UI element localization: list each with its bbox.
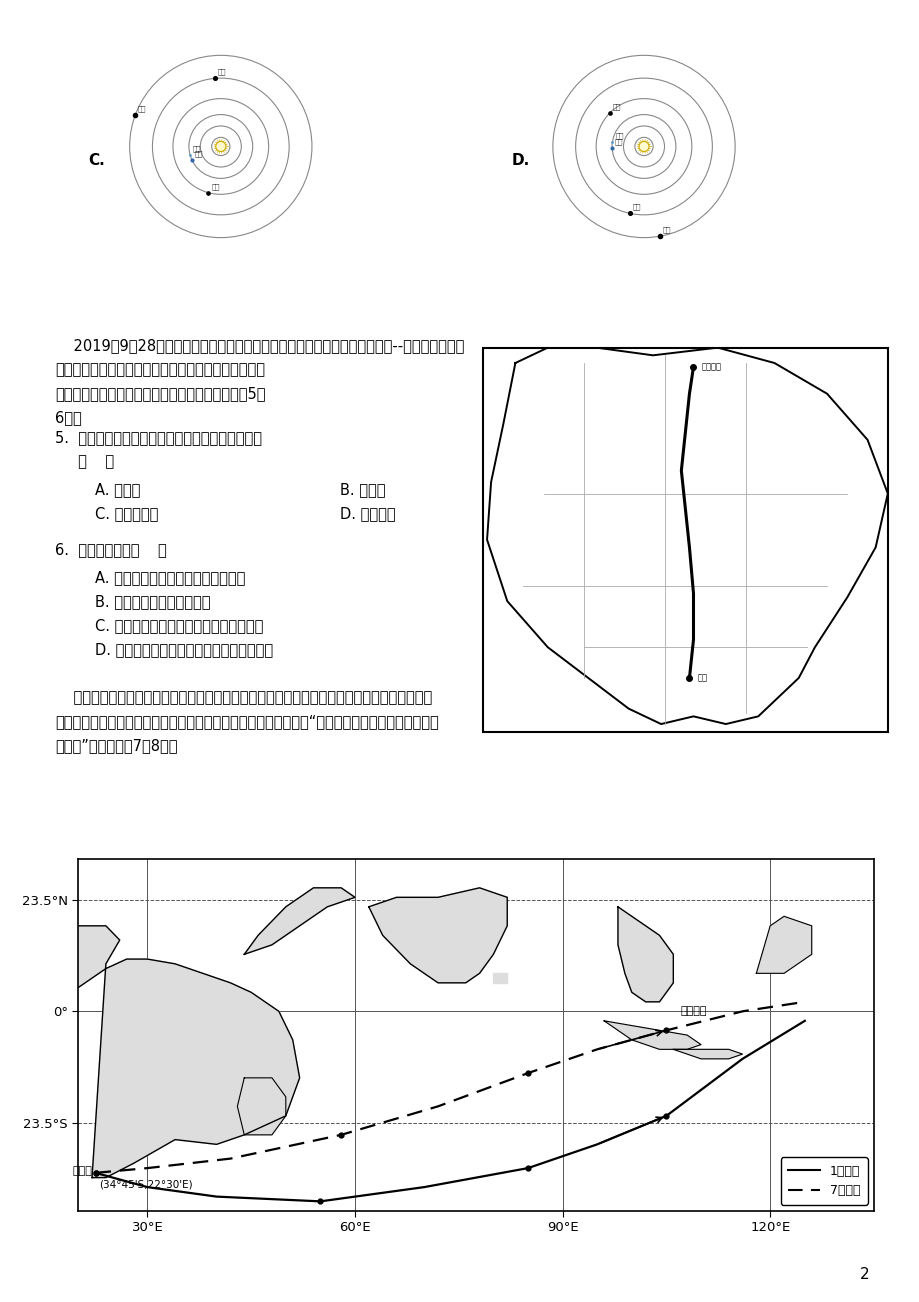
Text: 木星: 木星	[632, 204, 641, 211]
Text: 月球: 月球	[615, 133, 623, 139]
Text: 土星: 土星	[138, 105, 146, 112]
Legend: 1月航线, 7月航线: 1月航线, 7月航线	[780, 1157, 867, 1204]
Text: 月球: 月球	[193, 145, 201, 152]
Polygon shape	[618, 906, 673, 1001]
Text: 能沿地球表面大圆（以地心为圆心过地表两点的圆）航行。下图为“尽他海峡西行好望角的大洋航线: 能沿地球表面大圆（以地心为圆心过地表两点的圆）航行。下图为“尽他海峡西行好望角的…	[55, 713, 438, 729]
Text: C. 可见荒漠、草原、针叶林和阔叶林景观: C. 可见荒漠、草原、针叶林和阔叶林景观	[95, 618, 263, 633]
Text: B. 运费低: B. 运费低	[340, 482, 385, 497]
Text: C.: C.	[88, 152, 106, 168]
Text: 鄂尔多斯: 鄂尔多斯	[701, 362, 720, 371]
Polygon shape	[237, 1078, 286, 1135]
Circle shape	[216, 142, 225, 151]
Text: （    ）: （ ）	[55, 454, 114, 469]
Text: 地球: 地球	[195, 151, 203, 158]
Polygon shape	[755, 917, 811, 974]
Text: 运才能到达华中地区的状况，直达华中腹地。回筗5～: 运才能到达华中地区的状况，直达华中腹地。回筗5～	[55, 385, 266, 401]
Text: 地球: 地球	[615, 138, 623, 145]
Text: 6.  浩吉鐵路沿线（    ）: 6. 浩吉鐵路沿线（ ）	[55, 542, 166, 557]
Polygon shape	[37, 926, 300, 1177]
Text: 营。浩吉鐵路改变了过去煤炭由西至东再经过海运、江: 营。浩吉鐵路改变了过去煤炭由西至东再经过海运、江	[55, 362, 265, 378]
Text: 木星: 木星	[218, 69, 226, 76]
Text: 5.  与原能源运输线路相比，浩吉鐵路的主要优势是: 5. 与原能源运输线路相比，浩吉鐵路的主要优势是	[55, 430, 262, 445]
Text: C. 运输效率高: C. 运输效率高	[95, 506, 158, 521]
Text: 火星: 火星	[612, 103, 621, 109]
Polygon shape	[244, 888, 355, 954]
Text: 选择大洋航线时，应在确保航行安全的前提下，充分考虑气象、海况条件和岛礁等因素，尽可: 选择大洋航线时，应在确保航行安全的前提下，充分考虑气象、海况条件和岛礁等因素，尽…	[55, 690, 432, 704]
Text: D.: D.	[511, 152, 529, 168]
Text: 2019年9月28日，世界上运营里程最长的重载鐵路（国家一级电气化鐵路）--浩吉鐵路开通运: 2019年9月28日，世界上运营里程最长的重载鐵路（国家一级电气化鐵路）--浩吉…	[55, 339, 464, 353]
Text: 示意图”。据此回筗7～8题。: 示意图”。据此回筗7～8题。	[55, 738, 177, 753]
Text: B. 经过了地势二、三级阶梯: B. 经过了地势二、三级阶梯	[95, 594, 210, 609]
Text: 6题。: 6题。	[55, 410, 82, 424]
Text: 尽他海峡: 尽他海峡	[679, 1006, 706, 1016]
Polygon shape	[493, 974, 506, 983]
Text: A. 运量大: A. 运量大	[95, 482, 141, 497]
Circle shape	[639, 142, 648, 151]
Text: 吉安: 吉安	[697, 673, 707, 682]
Text: D. 主要途径黄土高原、华北平原和江南丘陵: D. 主要途径黄土高原、华北平原和江南丘陵	[95, 642, 273, 658]
Polygon shape	[369, 888, 506, 983]
Text: 火星: 火星	[211, 184, 220, 190]
Text: A. 经过了西部、中部和东部三大地区: A. 经过了西部、中部和东部三大地区	[95, 570, 245, 585]
Text: (34°45'S,22°30'E): (34°45'S,22°30'E)	[99, 1180, 192, 1190]
Text: 土星: 土星	[662, 227, 671, 233]
Text: 2: 2	[859, 1267, 868, 1282]
Polygon shape	[673, 1049, 742, 1059]
Polygon shape	[604, 1021, 700, 1049]
Text: 好望角: 好望角	[72, 1165, 92, 1176]
Text: D. 安全性好: D. 安全性好	[340, 506, 395, 521]
